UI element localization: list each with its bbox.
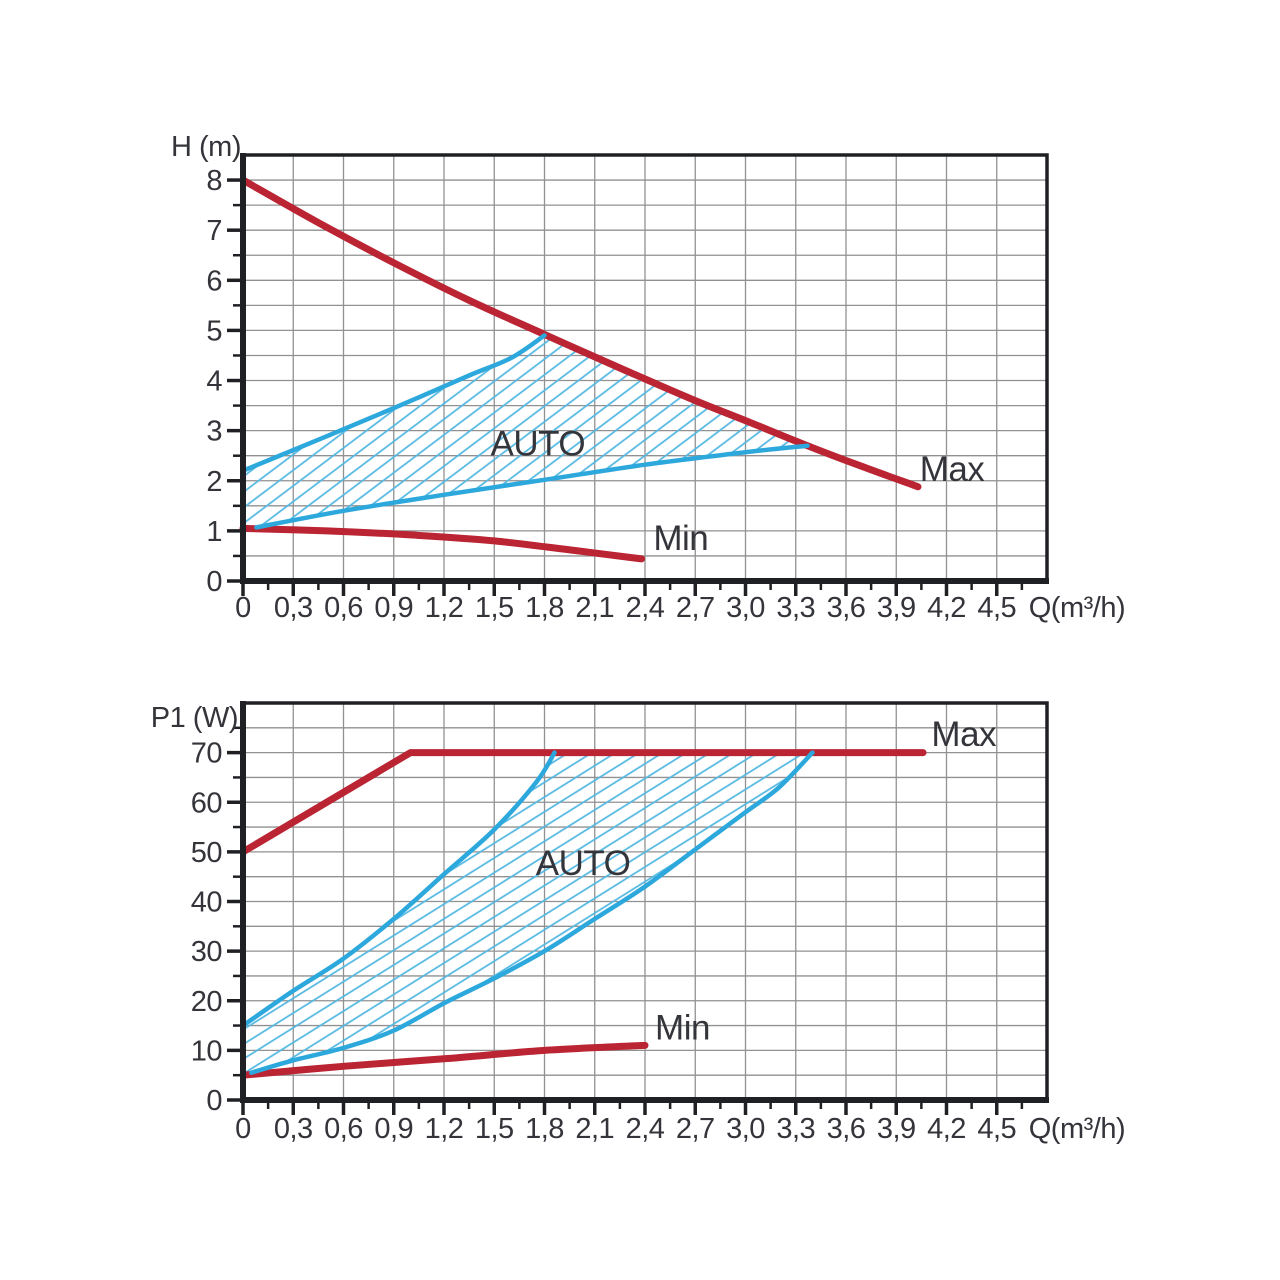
- x-tick-label: 4,5: [977, 592, 1016, 624]
- curve-auto-lower: [249, 750, 815, 1075]
- axis-ticks: [227, 178, 1024, 596]
- y-tick-label: 20: [191, 986, 222, 1018]
- y-axis-title: H (m): [171, 131, 241, 163]
- y-tick-label: 0: [206, 566, 222, 598]
- x-tick-label: 4,2: [927, 1113, 966, 1145]
- curve-auto-lower: [254, 443, 810, 530]
- x-tick-label: 0,3: [274, 592, 313, 624]
- y-tick-label: 4: [206, 366, 222, 398]
- x-tick-label: 3,6: [827, 592, 866, 624]
- power-chart: 0 0,3 0,6 0,9 1,2 1,5 1,8 2,1 2,4 2,7 3,0 3,3 3,6 3,9…: [151, 701, 1126, 1145]
- x-tick-label: 3,0: [726, 592, 765, 624]
- label-auto: AUTO: [536, 844, 631, 883]
- x-tick-label: 0,3: [274, 1113, 313, 1145]
- x-tick-label: 4,5: [977, 1113, 1016, 1145]
- x-tick-labels: 0 0,3 0,6 0,9 1,2 1,5 1,8 2,1 2,4 2,7 3,0 3,3 3,6 3,9…: [235, 592, 1016, 624]
- x-axis-title: Q(m³/h): [1029, 592, 1125, 624]
- x-tick-label: 1,2: [425, 1113, 464, 1145]
- x-tick-label: 1,5: [475, 592, 514, 624]
- x-tick-labels: 0 0,3 0,6 0,9 1,2 1,5 1,8 2,1 2,4 2,7 3,0 3,3 3,6 3,9…: [235, 1113, 1016, 1145]
- label-max: Max: [931, 715, 997, 754]
- auto-region-hatch: [243, 335, 808, 529]
- y-tick-labels: 0 10 20 30 40 50 60 70: [191, 738, 223, 1117]
- y-tick-label: 2: [206, 466, 222, 498]
- x-tick-label: 1,8: [525, 1113, 564, 1145]
- x-tick-label: 3,0: [726, 1113, 765, 1145]
- x-tick-label: 4,2: [927, 592, 966, 624]
- y-tick-label: 70: [191, 738, 222, 770]
- x-tick-label: 2,1: [575, 592, 614, 624]
- x-tick-label: 2,7: [676, 592, 715, 624]
- label-auto: AUTO: [491, 425, 586, 464]
- axis-ticks: [227, 726, 1024, 1115]
- y-tick-label: 60: [191, 787, 222, 819]
- x-tick-label: 0,6: [324, 592, 363, 624]
- curve-min: [239, 1041, 649, 1079]
- x-tick-label: 2,4: [626, 592, 665, 624]
- x-tick-label: 3,3: [776, 1113, 815, 1145]
- x-tick-label: 0: [235, 1113, 251, 1145]
- label-min: Min: [653, 519, 708, 558]
- y-tick-label: 40: [191, 887, 222, 919]
- curve-auto-upper: [240, 750, 557, 1028]
- x-tick-label: 3,3: [776, 592, 815, 624]
- x-axis-title: Q(m³/h): [1029, 1113, 1125, 1145]
- y-tick-label: 7: [206, 215, 222, 247]
- y-axis-title: P1 (W): [151, 702, 238, 734]
- x-tick-label: 3,6: [827, 1113, 866, 1145]
- y-tick-labels: 0 1 2 3 4 5 6 7 8: [206, 165, 223, 598]
- x-tick-label: 3,9: [877, 592, 916, 624]
- y-tick-label: 10: [191, 1035, 222, 1067]
- curve-auto-upper: [240, 333, 547, 473]
- label-max: Max: [920, 450, 986, 489]
- x-tick-label: 0,9: [374, 1113, 413, 1145]
- auto-region-hatch: [243, 752, 813, 1074]
- y-tick-label: 8: [206, 165, 222, 197]
- curve-min: [239, 524, 646, 563]
- x-tick-label: 2,4: [626, 1113, 665, 1145]
- y-tick-label: 1: [206, 516, 222, 548]
- curve-max: [239, 749, 927, 856]
- y-tick-label: 3: [206, 416, 222, 448]
- x-tick-label: 0,9: [374, 592, 413, 624]
- x-tick-label: 1,8: [525, 592, 564, 624]
- x-tick-label: 1,5: [475, 1113, 514, 1145]
- y-tick-label: 6: [206, 265, 222, 297]
- y-tick-label: 50: [191, 837, 222, 869]
- gridlines: [243, 155, 1047, 581]
- x-tick-label: 1,2: [425, 592, 464, 624]
- gridlines: [243, 703, 1047, 1100]
- label-min: Min: [655, 1008, 710, 1047]
- x-tick-label: 0,6: [324, 1113, 363, 1145]
- y-tick-label: 30: [191, 936, 222, 968]
- head-chart: 0 0,3 0,6 0,9 1,2 1,5 1,8 2,1 2,4 2,7 3,0 3,3 3,6 3,9…: [171, 131, 1126, 624]
- x-tick-label: 2,1: [575, 1113, 614, 1145]
- y-tick-label: 0: [206, 1085, 222, 1117]
- x-tick-label: 2,7: [676, 1113, 715, 1145]
- x-tick-label: 3,9: [877, 1113, 916, 1145]
- y-tick-label: 5: [206, 315, 222, 347]
- x-tick-label: 0: [235, 592, 251, 624]
